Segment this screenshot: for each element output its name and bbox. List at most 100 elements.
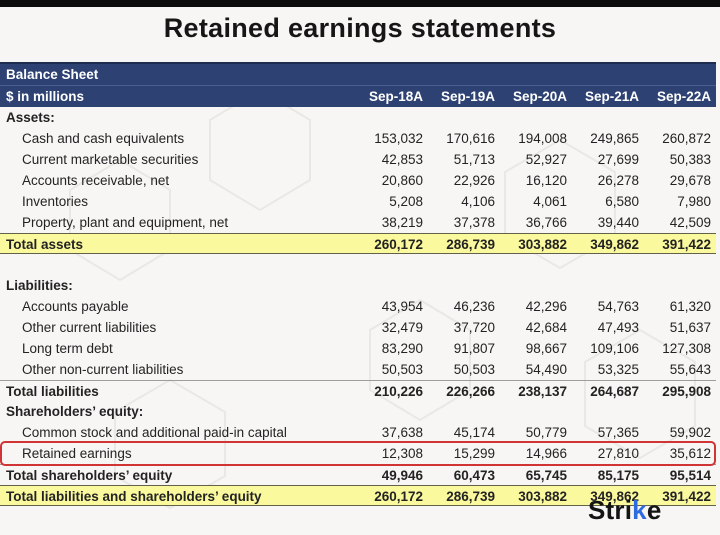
row-value <box>644 401 716 422</box>
row-label <box>0 254 356 275</box>
column-header-sep-22a: Sep-22A <box>656 89 711 104</box>
row-label: Retained earnings <box>22 446 132 461</box>
table-row: Total liabilities 210,226 226,266 238,13… <box>0 380 716 401</box>
table-row: Long term debt 83,290 91,807 98,667 109,… <box>0 338 716 359</box>
row-value <box>428 107 500 128</box>
row-value: 50,503 <box>381 362 423 377</box>
table-row: Other current liabilities 32,479 37,720 … <box>0 317 716 338</box>
row-label: Accounts payable <box>22 299 129 314</box>
row-value: 286,739 <box>446 237 495 252</box>
row-value <box>644 107 716 128</box>
row-value: 16,120 <box>525 173 567 188</box>
table-row: Common stock and additional paid-in capi… <box>0 422 716 443</box>
row-value: 38,219 <box>381 215 423 230</box>
row-value: 238,137 <box>518 384 567 399</box>
row-value <box>500 107 572 128</box>
table-row: Other non-current liabilities 50,503 50,… <box>0 359 716 380</box>
row-value: 27,699 <box>597 152 639 167</box>
row-value: 51,637 <box>669 320 711 335</box>
row-value: 60,473 <box>453 468 495 483</box>
row-value: 36,766 <box>525 215 567 230</box>
row-value: 249,865 <box>590 131 639 146</box>
row-value: 46,236 <box>453 299 495 314</box>
table-row: Current marketable securities 42,853 51,… <box>0 149 716 170</box>
row-value: 4,106 <box>461 194 495 209</box>
row-value: 349,862 <box>590 489 639 504</box>
row-value: 43,954 <box>381 299 423 314</box>
row-label: Other non-current liabilities <box>22 362 184 377</box>
row-value: 52,927 <box>525 152 567 167</box>
row-value: 32,479 <box>381 320 423 335</box>
row-value: 109,106 <box>590 341 639 356</box>
row-value: 210,226 <box>374 384 423 399</box>
row-value: 83,290 <box>381 341 423 356</box>
page-title: Retained earnings statements <box>163 13 557 43</box>
row-value <box>644 275 716 296</box>
row-label: Other current liabilities <box>22 320 157 335</box>
row-label: Inventories <box>22 194 89 209</box>
row-value: 29,678 <box>669 173 711 188</box>
row-value: 61,320 <box>669 299 711 314</box>
row-value: 42,684 <box>525 320 567 335</box>
table-row: Shareholders’ equity: <box>0 401 716 422</box>
row-value: 50,779 <box>525 425 567 440</box>
row-value: 54,490 <box>525 362 567 377</box>
column-header-sep-20a: Sep-20A <box>512 89 567 104</box>
row-label: Cash and cash equivalents <box>22 131 185 146</box>
top-black-bar <box>0 0 720 7</box>
row-value: 391,422 <box>662 237 711 252</box>
table-row: Inventories 5,208 4,106 4,061 6,580 7,98… <box>0 191 716 212</box>
table-row: Total liabilities and shareholders’ equi… <box>0 485 716 506</box>
row-value: 7,980 <box>677 194 711 209</box>
row-value: 20,860 <box>381 173 423 188</box>
row-value: 26,278 <box>597 173 639 188</box>
units-label: $ in millions <box>6 89 85 104</box>
row-value: 50,503 <box>453 362 495 377</box>
row-value: 226,266 <box>446 384 495 399</box>
row-value: 4,061 <box>533 194 567 209</box>
row-value <box>572 401 644 422</box>
row-value: 260,172 <box>374 237 423 252</box>
row-value <box>356 275 428 296</box>
row-value: 51,713 <box>453 152 495 167</box>
row-label: Total assets <box>6 237 84 252</box>
table-body: Assets: Cash and cash equivalents 153,03… <box>0 107 716 506</box>
row-value: 37,378 <box>453 215 495 230</box>
row-label: Total liabilities and shareholders’ equi… <box>6 489 262 504</box>
row-value: 12,308 <box>381 446 423 461</box>
row-value: 42,296 <box>525 299 567 314</box>
strike-logo: Strike <box>588 495 662 526</box>
row-value <box>356 107 428 128</box>
row-value: 49,946 <box>381 468 423 483</box>
row-value: 95,514 <box>669 468 711 483</box>
row-value <box>500 275 572 296</box>
row-value <box>356 401 428 422</box>
column-header-sep-19a: Sep-19A <box>440 89 495 104</box>
row-value <box>644 254 716 275</box>
row-value <box>572 254 644 275</box>
row-label: Liabilities: <box>6 278 73 293</box>
row-value: 303,882 <box>518 489 567 504</box>
table-header-columns: $ in millions Sep-18A Sep-19A Sep-20A Se… <box>0 85 716 107</box>
row-value: 59,902 <box>669 425 711 440</box>
table-row: Cash and cash equivalents 153,032 170,61… <box>0 128 716 149</box>
row-value <box>428 254 500 275</box>
row-value: 45,174 <box>453 425 495 440</box>
table-header-title: Balance Sheet <box>6 67 99 82</box>
row-label: Total shareholders’ equity <box>6 468 173 483</box>
row-value: 303,882 <box>518 237 567 252</box>
row-value: 50,383 <box>669 152 711 167</box>
row-label: Common stock and additional paid-in capi… <box>22 425 287 440</box>
column-header-sep-21a: Sep-21A <box>584 89 639 104</box>
row-value: 42,853 <box>381 152 423 167</box>
column-header-sep-18a: Sep-18A <box>368 89 423 104</box>
table-header: Balance Sheet $ in millions Sep-18A Sep-… <box>0 62 716 107</box>
table-row: Total assets 260,172 286,739 303,882 349… <box>0 233 716 254</box>
row-label: Property, plant and equipment, net <box>22 215 229 230</box>
table-row <box>0 254 716 275</box>
row-label: Total liabilities <box>6 384 99 399</box>
row-value: 65,745 <box>525 468 567 483</box>
logo-text-black-1: Stri <box>588 495 633 525</box>
row-value: 53,325 <box>597 362 639 377</box>
table-row: Accounts receivable, net 20,860 22,926 1… <box>0 170 716 191</box>
